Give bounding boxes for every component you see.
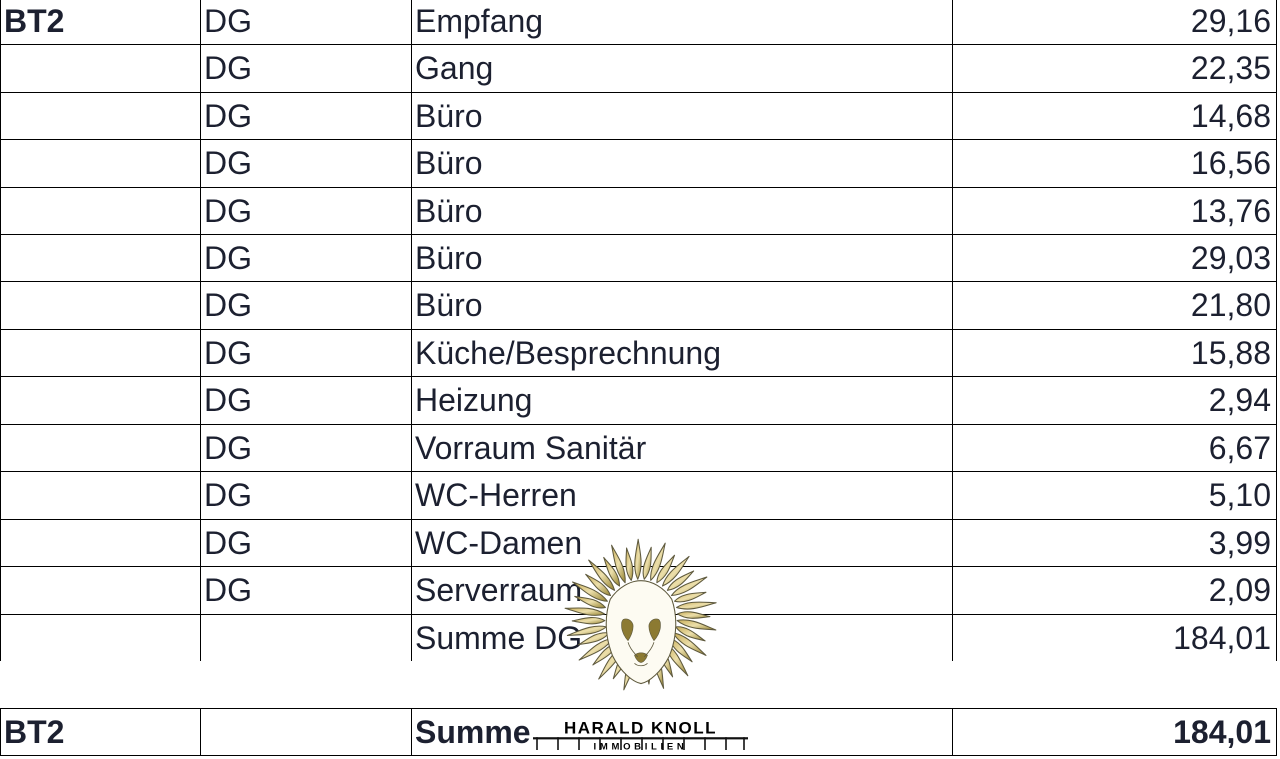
svg-text:IMMOBILIEN: IMMOBILIEN: [594, 742, 688, 753]
svg-text:HARALD KNOLL: HARALD KNOLL: [564, 719, 717, 738]
